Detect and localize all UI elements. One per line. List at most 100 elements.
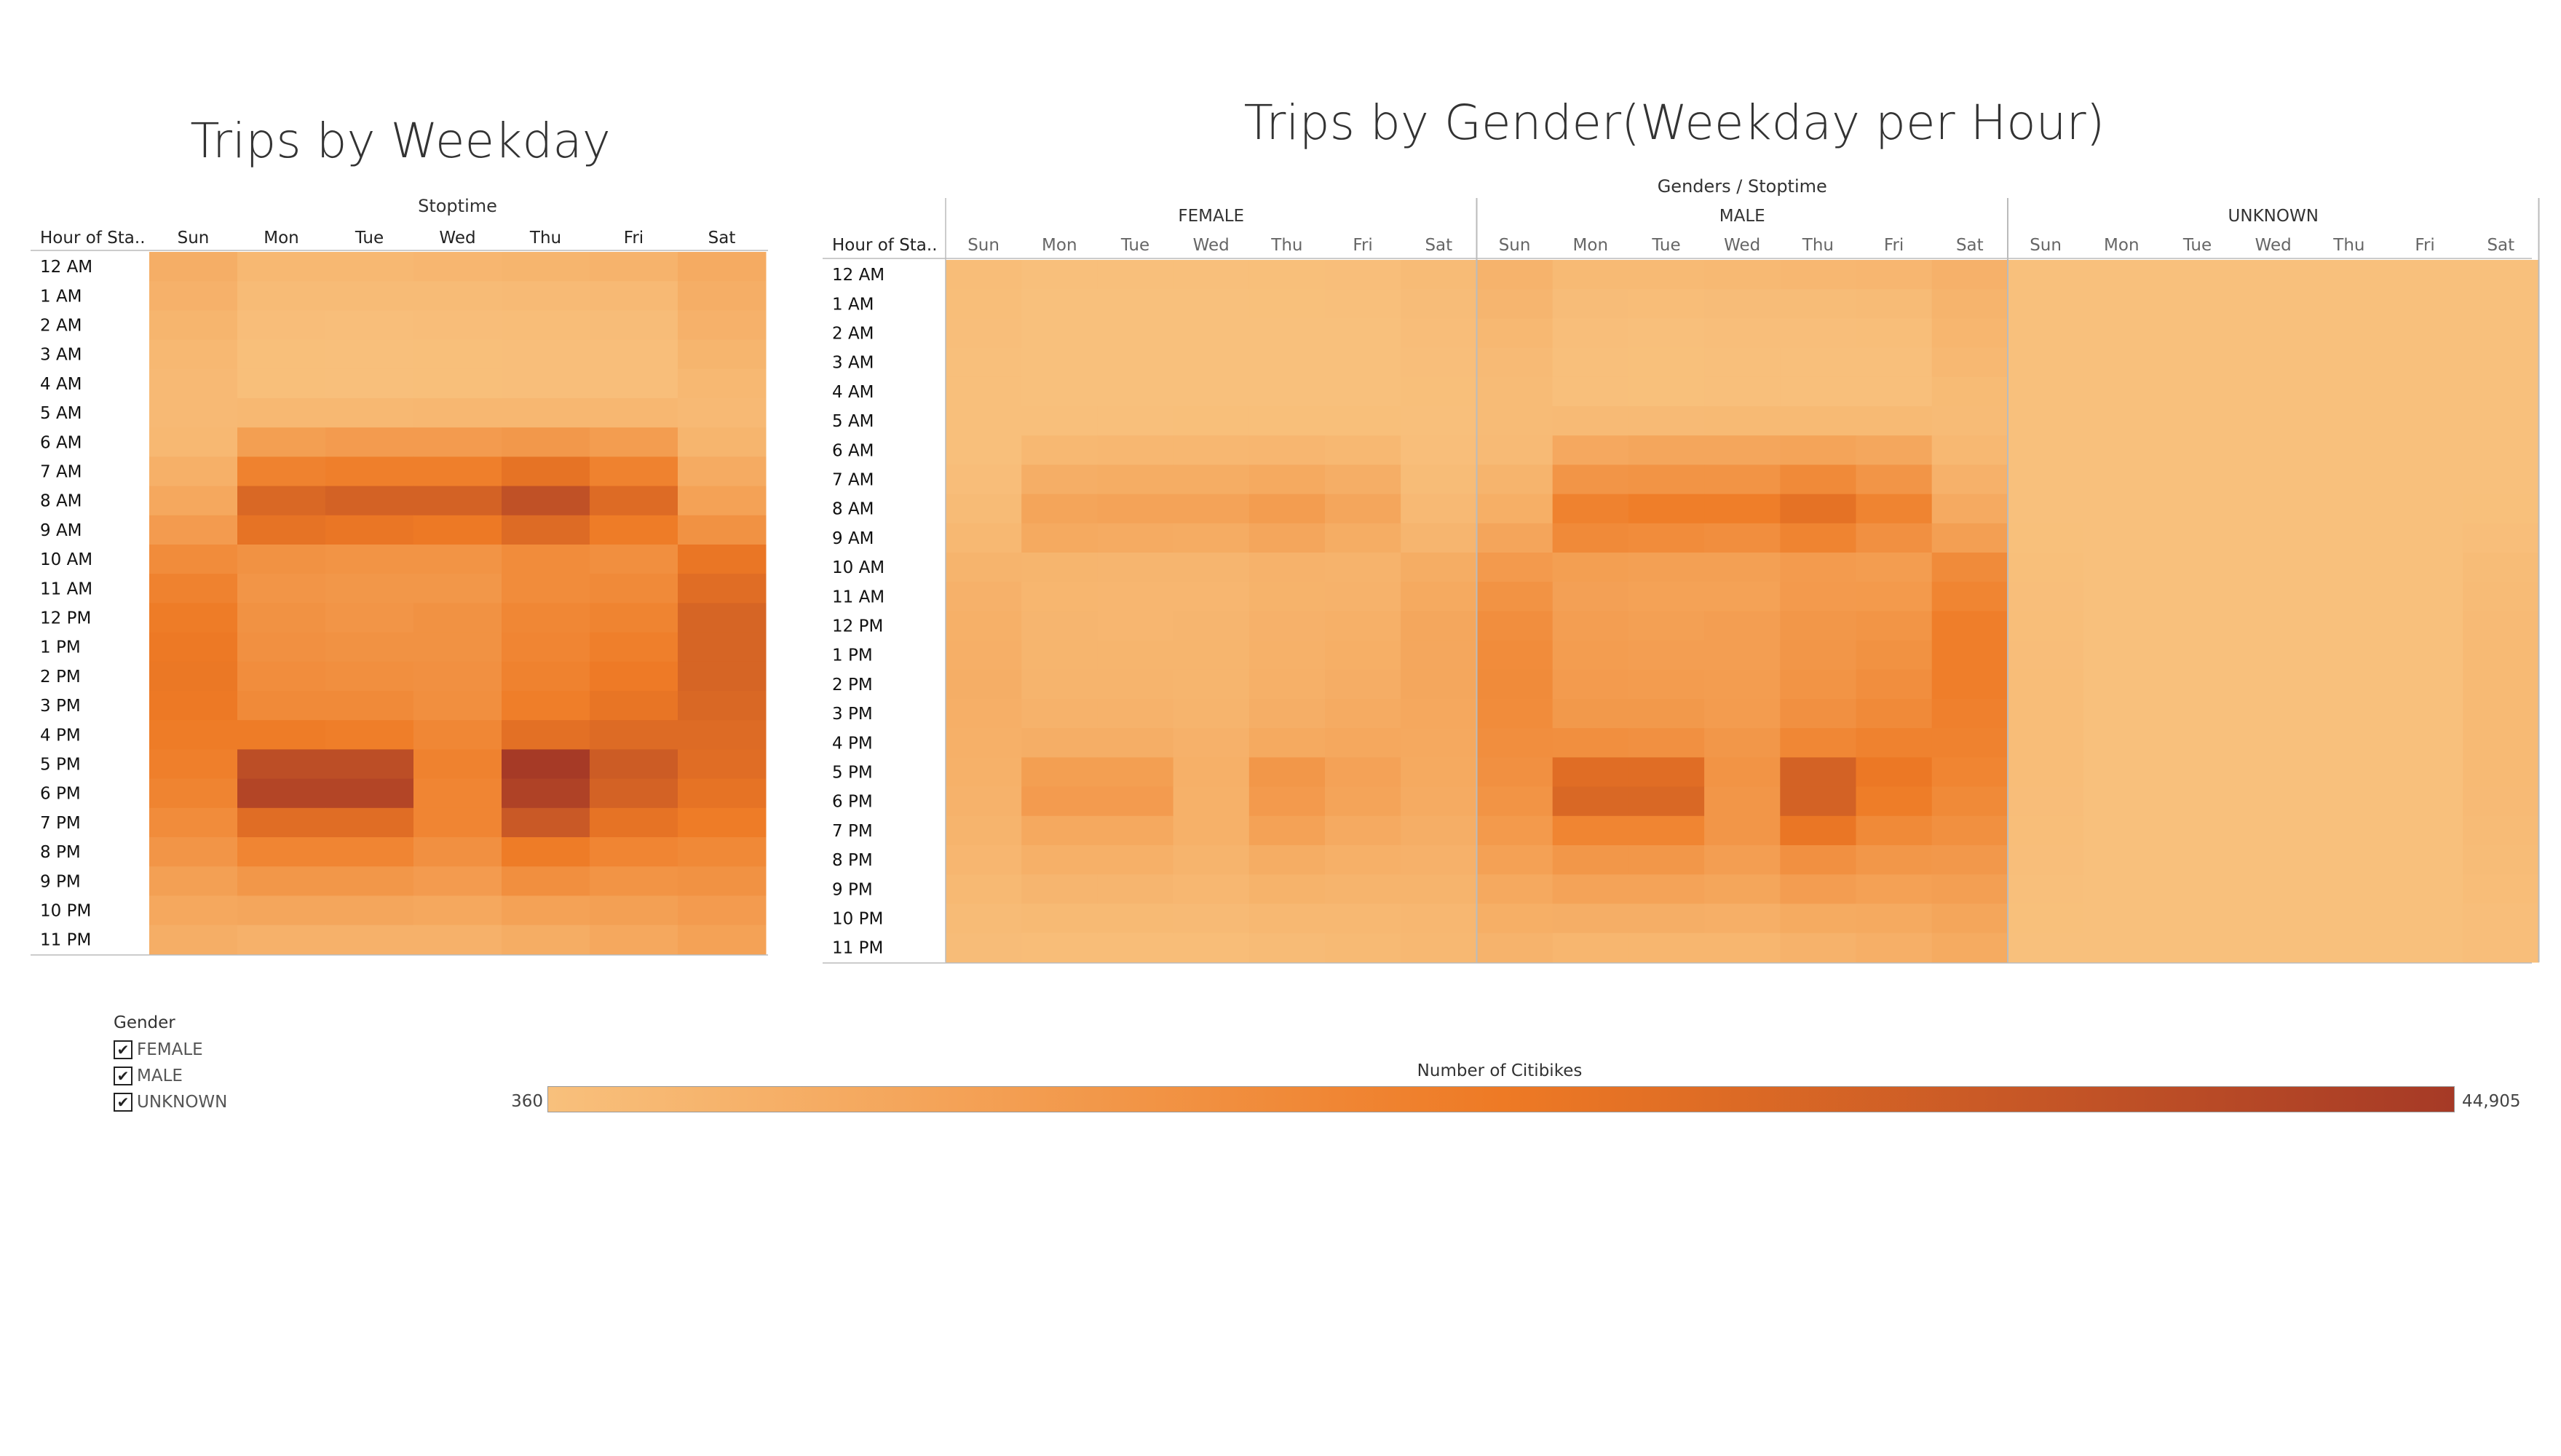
heatmap-cell [149, 720, 238, 750]
col-label-wed: Wed [439, 229, 475, 248]
row-label: 3 AM [832, 354, 874, 373]
heatmap-cell [2083, 464, 2160, 495]
heatmap-cell [2235, 260, 2312, 290]
heatmap-cell [1704, 494, 1781, 524]
heatmap-cell [325, 398, 414, 428]
heatmap-cell [1780, 494, 1856, 524]
heatmap-cell [1325, 406, 1401, 436]
heatmap-cell [1628, 523, 1705, 553]
heatmap-cell [2311, 464, 2388, 495]
heatmap-cell [2235, 874, 2312, 904]
gender-filter-unknown[interactable]: ✔ UNKNOWN [114, 1089, 227, 1115]
heatmap-cell [2311, 611, 2388, 641]
row-label: 6 AM [832, 441, 874, 460]
heatmap-cell [2159, 640, 2236, 670]
heatmap-cell [1856, 347, 1933, 378]
heatmap-cell [1325, 289, 1401, 319]
heatmap-cell [2235, 728, 2312, 758]
heatmap-cell [1552, 845, 1629, 875]
heatmap-cell [413, 545, 502, 574]
heatmap-cell [1931, 669, 2008, 700]
heatmap-cell [1097, 640, 1174, 670]
heatmap-cell [2083, 435, 2160, 465]
heatmap-cell [2008, 815, 2084, 846]
heatmap-cell [325, 310, 414, 341]
gender-filter-male[interactable]: ✔ MALE [114, 1063, 227, 1089]
heatmap-cell [1097, 815, 1174, 846]
row-label: 10 PM [832, 910, 883, 929]
heatmap-cell [2463, 640, 2539, 670]
heatmap-cell [502, 252, 590, 282]
heatmap-cell [1021, 435, 1098, 465]
heatmap-cell [946, 289, 1022, 319]
heatmap-cell [1856, 582, 1933, 612]
heatmap-cell [2083, 553, 2160, 582]
checkbox-male[interactable]: ✔ [114, 1067, 132, 1085]
heatmap-cell [678, 807, 767, 838]
heatmap-cell [2235, 406, 2312, 436]
heatmap-cell [1173, 845, 1250, 875]
heatmap-cell [1401, 815, 1477, 846]
heatmap-cell [590, 837, 678, 867]
heatmap-cell [1552, 757, 1629, 788]
heatmap-cell [2008, 406, 2084, 436]
gender-filter-female[interactable]: ✔ FEMALE [114, 1037, 227, 1063]
heatmap-cell [2311, 289, 2388, 319]
row-label: 8 PM [832, 851, 873, 870]
heatmap-cell [1248, 260, 1326, 290]
heatmap-cell [2235, 669, 2312, 700]
heatmap-cell [502, 749, 590, 780]
heatmap-cell [413, 252, 502, 282]
heatmap-cell [1173, 874, 1250, 904]
heatmap-cell [2008, 757, 2084, 788]
checkbox-unknown[interactable]: ✔ [114, 1093, 132, 1112]
row-label: 3 PM [832, 705, 873, 724]
heatmap-cell [2311, 640, 2388, 670]
heatmap-cell [1173, 464, 1250, 495]
heatmap-cell [1248, 347, 1326, 378]
row-label: 6 AM [40, 433, 82, 452]
heatmap-cell [2463, 845, 2539, 875]
heatmap-cell [1780, 874, 1856, 904]
heatmap-cell [1173, 289, 1250, 319]
heatmap-cell [149, 807, 238, 838]
heatmap-cell [1628, 903, 1705, 934]
heatmap-cell [1931, 699, 2008, 729]
heatmap-cell [1173, 903, 1250, 934]
heatmap-cell [1476, 464, 1553, 495]
heatmap-cell [149, 398, 238, 428]
heatmap-cell [1021, 289, 1098, 319]
heatmap-cell [1552, 289, 1629, 319]
heatmap-cell [1325, 611, 1401, 641]
heatmap-cell [2311, 903, 2388, 934]
heatmap-cell [1173, 260, 1250, 290]
heatmap-cell [2463, 376, 2539, 407]
row-label: 1 PM [40, 638, 81, 657]
heatmap-cell [1021, 757, 1098, 788]
heatmap-cell [2008, 318, 2084, 349]
heatmap-cell [1780, 786, 1856, 817]
heatmap-cell [149, 515, 238, 545]
heatmap-cell [2387, 260, 2463, 290]
heatmap-cell [1173, 933, 1250, 963]
heatmap-cell [1704, 435, 1781, 465]
heatmap-cell [237, 749, 326, 780]
heatmap-cell [2008, 494, 2084, 524]
heatmap-cell [1931, 786, 2008, 817]
heatmap-cell [946, 347, 1022, 378]
row-label: 10 AM [832, 558, 884, 577]
heatmap-cell [149, 778, 238, 809]
heatmap-cell [2159, 376, 2236, 407]
heatmap-cell [1021, 553, 1098, 582]
heatmap-cell [1401, 786, 1477, 817]
heatmap-cell [1628, 757, 1705, 788]
heatmap-cell [2311, 845, 2388, 875]
row-label: 7 PM [40, 814, 81, 833]
heatmap-cell [237, 545, 326, 574]
heatmap-cell [502, 368, 590, 399]
heatmap-cell [1325, 815, 1401, 846]
heatmap-cell [1248, 318, 1326, 349]
heatmap-cell [1931, 874, 2008, 904]
heatmap-cell [325, 281, 414, 311]
checkbox-female[interactable]: ✔ [114, 1040, 132, 1059]
